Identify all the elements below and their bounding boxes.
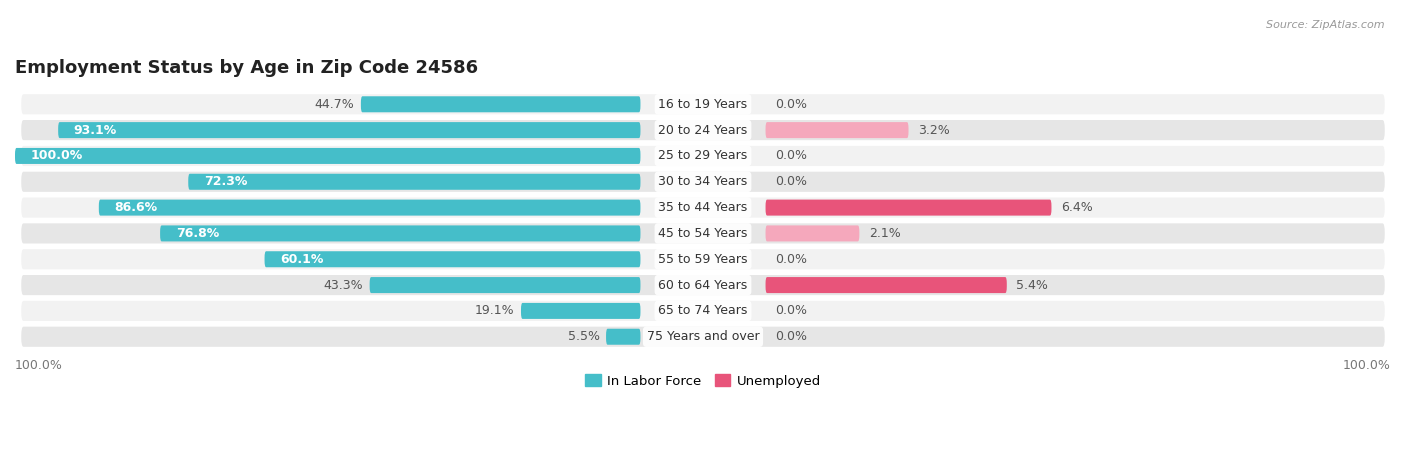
Text: 0.0%: 0.0% <box>775 253 807 266</box>
FancyBboxPatch shape <box>21 327 1385 347</box>
FancyBboxPatch shape <box>21 120 1385 140</box>
Text: 30 to 34 Years: 30 to 34 Years <box>658 175 748 188</box>
FancyBboxPatch shape <box>21 249 1385 269</box>
FancyBboxPatch shape <box>21 223 1385 243</box>
Text: 16 to 19 Years: 16 to 19 Years <box>658 98 748 111</box>
FancyBboxPatch shape <box>21 198 1385 218</box>
FancyBboxPatch shape <box>765 277 1007 293</box>
FancyBboxPatch shape <box>522 303 641 319</box>
Text: 35 to 44 Years: 35 to 44 Years <box>658 201 748 214</box>
Text: 20 to 24 Years: 20 to 24 Years <box>658 124 748 137</box>
FancyBboxPatch shape <box>98 200 641 216</box>
Text: 3.2%: 3.2% <box>918 124 949 137</box>
Text: 60 to 64 Years: 60 to 64 Years <box>658 279 748 292</box>
FancyBboxPatch shape <box>606 328 641 345</box>
Text: 72.3%: 72.3% <box>204 175 247 188</box>
Text: Source: ZipAtlas.com: Source: ZipAtlas.com <box>1267 20 1385 30</box>
Text: 25 to 29 Years: 25 to 29 Years <box>658 149 748 162</box>
Text: 0.0%: 0.0% <box>775 304 807 317</box>
Text: 2.1%: 2.1% <box>869 227 900 240</box>
Text: 44.7%: 44.7% <box>315 98 354 111</box>
Text: 43.3%: 43.3% <box>323 279 363 292</box>
Text: 5.5%: 5.5% <box>568 330 600 343</box>
FancyBboxPatch shape <box>21 94 1385 114</box>
FancyBboxPatch shape <box>58 122 641 138</box>
FancyBboxPatch shape <box>21 146 1385 166</box>
FancyBboxPatch shape <box>264 251 641 267</box>
Text: 76.8%: 76.8% <box>176 227 219 240</box>
Text: 75 Years and over: 75 Years and over <box>647 330 759 343</box>
Text: 100.0%: 100.0% <box>31 149 83 162</box>
FancyBboxPatch shape <box>21 301 1385 321</box>
Text: 65 to 74 Years: 65 to 74 Years <box>658 304 748 317</box>
Text: 100.0%: 100.0% <box>15 359 63 372</box>
FancyBboxPatch shape <box>160 225 641 242</box>
Text: 6.4%: 6.4% <box>1062 201 1092 214</box>
FancyBboxPatch shape <box>370 277 641 293</box>
FancyBboxPatch shape <box>15 148 641 164</box>
FancyBboxPatch shape <box>188 174 641 190</box>
FancyBboxPatch shape <box>21 172 1385 192</box>
FancyBboxPatch shape <box>361 96 641 112</box>
Text: 0.0%: 0.0% <box>775 175 807 188</box>
Text: 45 to 54 Years: 45 to 54 Years <box>658 227 748 240</box>
Text: 100.0%: 100.0% <box>1343 359 1391 372</box>
Legend: In Labor Force, Unemployed: In Labor Force, Unemployed <box>579 369 827 393</box>
Text: 19.1%: 19.1% <box>475 304 515 317</box>
FancyBboxPatch shape <box>765 225 859 242</box>
FancyBboxPatch shape <box>21 275 1385 295</box>
Text: 60.1%: 60.1% <box>280 253 323 266</box>
Text: 0.0%: 0.0% <box>775 149 807 162</box>
Text: 0.0%: 0.0% <box>775 330 807 343</box>
Text: 0.0%: 0.0% <box>775 98 807 111</box>
Text: 86.6%: 86.6% <box>114 201 157 214</box>
Text: 5.4%: 5.4% <box>1017 279 1047 292</box>
FancyBboxPatch shape <box>765 200 1052 216</box>
FancyBboxPatch shape <box>765 122 908 138</box>
Text: 55 to 59 Years: 55 to 59 Years <box>658 253 748 266</box>
Text: Employment Status by Age in Zip Code 24586: Employment Status by Age in Zip Code 245… <box>15 59 478 77</box>
Text: 93.1%: 93.1% <box>73 124 117 137</box>
